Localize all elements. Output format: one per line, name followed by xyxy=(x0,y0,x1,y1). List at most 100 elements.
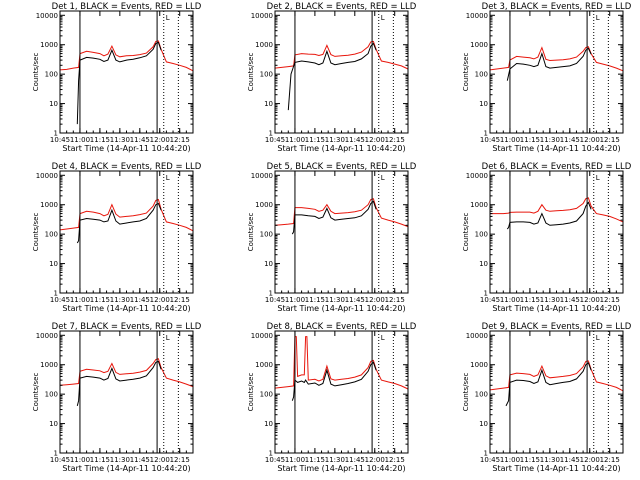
y-tick-label: 1000 xyxy=(255,201,273,209)
y-tick-label: 10000 xyxy=(36,12,58,20)
y-tick-label: 1 xyxy=(484,130,488,138)
detector-panel-5: Det 5, BLACK = Events, RED = LLD L 1 10 100 1… xyxy=(247,162,417,313)
x-tick-label: 11:15 xyxy=(520,456,540,464)
x-tick-label: 10:45 xyxy=(480,296,500,304)
y-tick-label: 1000 xyxy=(470,361,488,369)
y-tick-label: 1000 xyxy=(40,41,58,49)
x-tick-label: 11:15 xyxy=(90,296,110,304)
x-tick-label: 11:30 xyxy=(110,296,130,304)
x-tick-label: 10:45 xyxy=(50,136,70,144)
x-tick-label: 11:45 xyxy=(560,296,580,304)
y-tick-label: 100 xyxy=(475,71,488,79)
detector-panel-2: Det 2, BLACK = Events, RED = LLD L 1 10 100 1… xyxy=(247,2,417,153)
series-lld-line xyxy=(59,40,194,72)
x-tick-label: 12:00 xyxy=(150,456,170,464)
x-tick-label: 12:15 xyxy=(600,456,620,464)
y-tick-label: 100 xyxy=(260,391,273,399)
y-tick-label: 100 xyxy=(45,391,58,399)
y-tick-label: 1 xyxy=(54,450,58,458)
series-lld-line xyxy=(274,198,409,228)
x-tick-label: 11:15 xyxy=(520,136,540,144)
series-lld-line xyxy=(489,46,624,72)
x-tick-label: 11:30 xyxy=(110,456,130,464)
y-tick-label: 10 xyxy=(49,100,58,108)
x-axis-label: Start Time (14-Apr-11 10:44:20) xyxy=(492,304,620,313)
x-tick-label: 11:45 xyxy=(560,456,580,464)
y-tick-label: 10 xyxy=(49,420,58,428)
y-tick-label: 1000 xyxy=(40,361,58,369)
y-tick-label: 1000 xyxy=(255,41,273,49)
legend-mark: L xyxy=(166,174,170,182)
panel-title: Det 3, BLACK = Events, RED = LLD xyxy=(482,2,632,12)
y-tick-label: 100 xyxy=(475,231,488,239)
x-tick-label: 11:30 xyxy=(540,296,560,304)
x-tick-label: 11:00 xyxy=(285,136,305,144)
legend-mark: L xyxy=(596,14,600,22)
x-tick-label: 11:15 xyxy=(90,136,110,144)
x-axis-label: Start Time (14-Apr-11 10:44:20) xyxy=(277,464,405,473)
x-tick-label: 12:15 xyxy=(600,296,620,304)
x-axis-label: Start Time (14-Apr-11 10:44:20) xyxy=(277,304,405,313)
x-tick-label: 11:30 xyxy=(540,456,560,464)
x-tick-label: 12:00 xyxy=(365,456,385,464)
y-tick-label: 1 xyxy=(484,450,488,458)
x-tick-label: 11:00 xyxy=(500,136,520,144)
series-events-line xyxy=(505,362,592,407)
series-lld-line xyxy=(59,358,194,388)
series-events-line xyxy=(506,201,592,230)
y-tick-label: 10 xyxy=(264,100,273,108)
x-tick-label: 11:45 xyxy=(345,136,365,144)
panel-title: Det 6, BLACK = Events, RED = LLD xyxy=(482,162,632,172)
x-tick-label: 12:15 xyxy=(385,136,405,144)
y-tick-label: 1 xyxy=(269,290,273,298)
y-tick-label: 10000 xyxy=(36,332,58,340)
x-tick-label: 11:00 xyxy=(70,456,90,464)
y-tick-label: 100 xyxy=(475,391,488,399)
y-axis-label: Counts/sec xyxy=(462,373,470,412)
y-axis-label: Counts/sec xyxy=(247,213,255,252)
detector-panel-8: Det 8, BLACK = Events, RED = LLD L 1 10 100 1… xyxy=(247,322,417,473)
y-tick-label: 100 xyxy=(45,71,58,79)
series-events-line xyxy=(291,361,377,401)
x-tick-label: 12:15 xyxy=(170,456,190,464)
y-tick-label: 10 xyxy=(479,260,488,268)
x-tick-label: 12:15 xyxy=(600,136,620,144)
y-tick-label: 1 xyxy=(269,130,273,138)
detector-panel-4: Det 4, BLACK = Events, RED = LLD L 1 10 100 1… xyxy=(32,162,202,313)
x-tick-label: 11:15 xyxy=(90,456,110,464)
x-tick-label: 11:00 xyxy=(285,296,305,304)
x-axis-label: Start Time (14-Apr-11 10:44:20) xyxy=(492,464,620,473)
y-axis-label: Counts/sec xyxy=(32,373,40,412)
y-tick-label: 10000 xyxy=(466,332,488,340)
series-events-line xyxy=(287,42,377,111)
series-events-line xyxy=(506,47,592,81)
x-tick-label: 11:15 xyxy=(305,296,325,304)
series-lld-line xyxy=(489,360,624,392)
series-lld-line xyxy=(274,40,409,70)
x-tick-label: 12:00 xyxy=(365,296,385,304)
y-tick-label: 1 xyxy=(54,290,58,298)
x-tick-label: 11:45 xyxy=(130,136,150,144)
x-tick-label: 11:30 xyxy=(325,136,345,144)
x-tick-label: 12:15 xyxy=(385,296,405,304)
x-axis-label: Start Time (14-Apr-11 10:44:20) xyxy=(62,464,190,473)
x-tick-label: 11:45 xyxy=(560,136,580,144)
legend-mark: L xyxy=(166,334,170,342)
x-tick-label: 11:30 xyxy=(325,456,345,464)
y-axis-label: Counts/sec xyxy=(462,53,470,92)
x-tick-label: 10:45 xyxy=(50,456,70,464)
y-tick-label: 10000 xyxy=(466,172,488,180)
panel-title: Det 2, BLACK = Events, RED = LLD xyxy=(267,2,417,12)
series-events-line xyxy=(76,360,162,407)
x-tick-label: 10:45 xyxy=(480,456,500,464)
y-tick-label: 10000 xyxy=(251,12,273,20)
y-axis-label: Counts/sec xyxy=(247,373,255,412)
x-tick-label: 11:45 xyxy=(130,456,150,464)
x-tick-label: 10:45 xyxy=(50,296,70,304)
x-tick-label: 12:00 xyxy=(150,136,170,144)
detector-panel-6: Det 6, BLACK = Events, RED = LLD L 1 10 100 1… xyxy=(462,162,632,313)
y-axis-label: Counts/sec xyxy=(462,213,470,252)
x-tick-label: 12:00 xyxy=(150,296,170,304)
x-tick-label: 12:15 xyxy=(170,296,190,304)
